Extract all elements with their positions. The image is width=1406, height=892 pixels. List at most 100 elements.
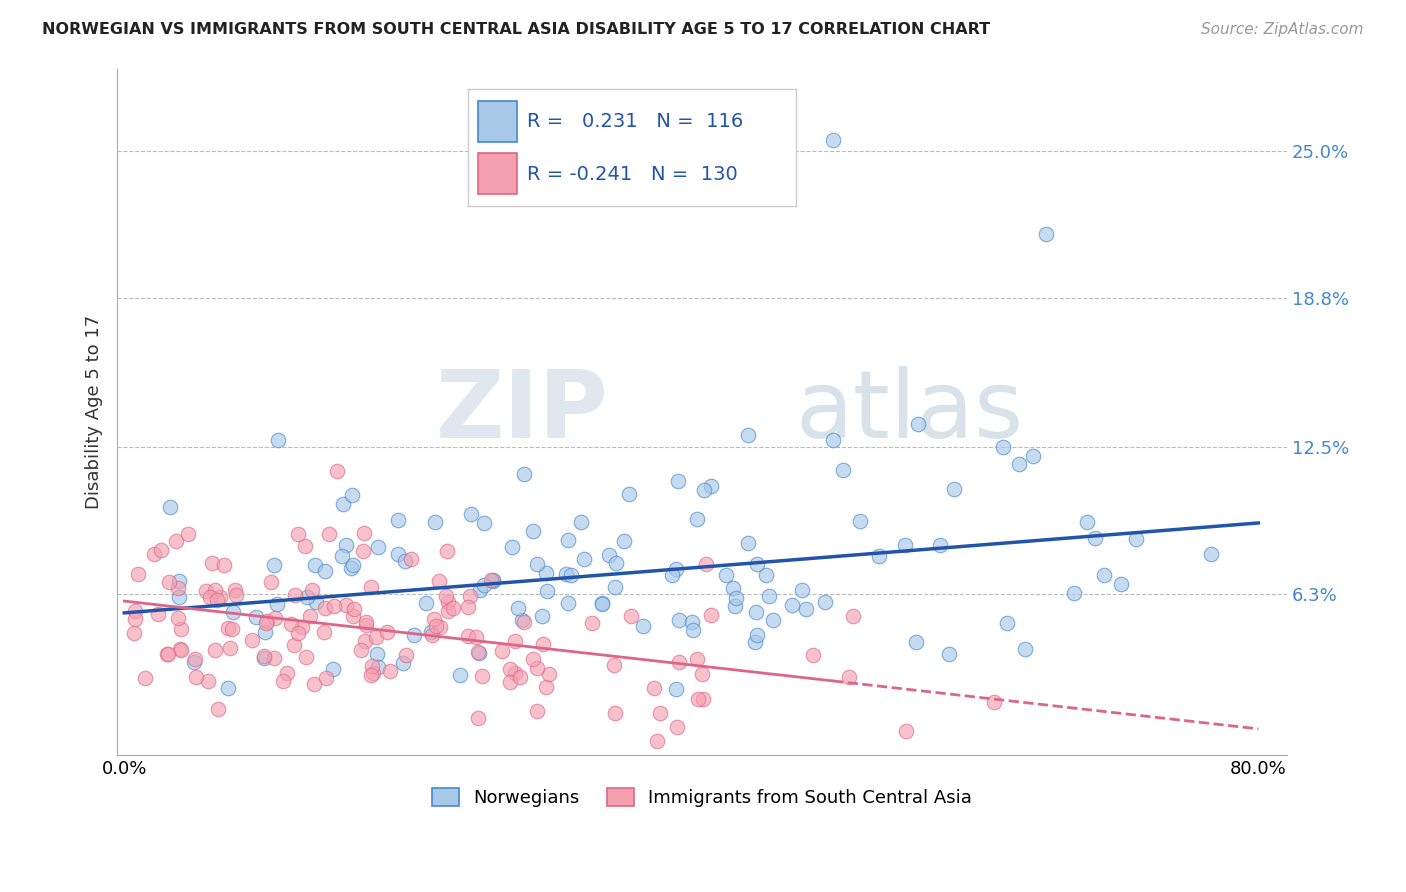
Point <box>287 527 309 541</box>
Point <box>868 549 890 564</box>
Point <box>1199 547 1222 561</box>
Point <box>127 567 149 582</box>
Point <box>686 692 709 706</box>
Point <box>620 608 643 623</box>
Point <box>668 655 690 669</box>
Point <box>387 513 409 527</box>
Point <box>150 543 173 558</box>
Point <box>200 590 222 604</box>
Point <box>814 595 837 609</box>
Point <box>536 566 558 581</box>
Point <box>613 534 636 549</box>
Point <box>531 637 554 651</box>
Point <box>1063 586 1085 600</box>
Point <box>838 670 860 684</box>
Point <box>260 575 283 590</box>
Y-axis label: Disability Age 5 to 17: Disability Age 5 to 17 <box>86 315 103 508</box>
Point <box>394 648 416 663</box>
Point <box>394 553 416 567</box>
Point <box>498 662 520 676</box>
Point <box>534 680 557 694</box>
Point <box>169 642 191 657</box>
Point <box>254 624 277 639</box>
Text: Source: ZipAtlas.com: Source: ZipAtlas.com <box>1201 22 1364 37</box>
Point <box>849 514 872 528</box>
Point <box>526 704 548 718</box>
Point <box>723 581 745 595</box>
Point <box>256 614 278 628</box>
Point <box>1035 227 1057 242</box>
Point <box>603 580 626 594</box>
Point <box>536 583 558 598</box>
Point <box>467 646 489 660</box>
Point <box>605 556 627 570</box>
Point <box>332 497 354 511</box>
Point <box>299 609 322 624</box>
Point <box>420 624 443 639</box>
Point <box>995 615 1018 630</box>
Point <box>212 558 235 573</box>
Point <box>284 588 307 602</box>
Point <box>312 625 335 640</box>
Point <box>245 609 267 624</box>
Point <box>266 434 288 448</box>
Point <box>695 558 717 572</box>
Point <box>315 671 337 685</box>
Text: NORWEGIAN VS IMMIGRANTS FROM SOUTH CENTRAL ASIA DISABILITY AGE 5 TO 17 CORRELATI: NORWEGIAN VS IMMIGRANTS FROM SOUTH CENTR… <box>42 22 990 37</box>
Point <box>335 538 357 552</box>
Point <box>907 417 929 431</box>
Point <box>472 578 495 592</box>
Point <box>429 574 451 589</box>
Point <box>314 564 336 578</box>
Point <box>1022 449 1045 463</box>
Point <box>194 583 217 598</box>
Point <box>512 467 534 481</box>
Point <box>207 593 229 607</box>
Point <box>159 500 181 514</box>
Point <box>794 602 817 616</box>
Point <box>482 574 505 589</box>
Point <box>420 628 443 642</box>
Point <box>510 613 533 627</box>
Point <box>177 527 200 541</box>
Point <box>361 666 384 681</box>
Point <box>522 652 544 666</box>
Point <box>1125 533 1147 547</box>
Point <box>378 664 401 678</box>
Point <box>665 720 688 734</box>
Point <box>665 681 688 696</box>
Point <box>350 642 373 657</box>
Point <box>467 711 489 725</box>
Point <box>1008 457 1031 471</box>
Point <box>832 463 855 477</box>
Point <box>465 630 488 644</box>
Point <box>993 440 1015 454</box>
Point <box>295 590 318 604</box>
Point <box>506 601 529 615</box>
Point <box>295 650 318 665</box>
Point <box>603 657 626 672</box>
Point <box>170 622 193 636</box>
Point <box>302 676 325 690</box>
Point <box>360 667 382 681</box>
Point <box>1076 516 1098 530</box>
Point <box>479 574 502 588</box>
Point <box>661 568 683 582</box>
Point <box>367 540 389 554</box>
Point <box>938 647 960 661</box>
Point <box>437 604 460 618</box>
Point <box>537 666 560 681</box>
Point <box>572 552 595 566</box>
Point <box>263 651 285 665</box>
Point <box>217 621 239 635</box>
Point <box>283 639 305 653</box>
Point <box>681 615 703 629</box>
Point <box>354 633 377 648</box>
Point <box>692 483 714 497</box>
Point <box>318 527 340 541</box>
Point <box>209 591 232 605</box>
Legend: Norwegians, Immigrants from South Central Asia: Norwegians, Immigrants from South Centra… <box>425 780 980 814</box>
Point <box>375 624 398 639</box>
Point <box>322 662 344 676</box>
Point <box>472 516 495 530</box>
